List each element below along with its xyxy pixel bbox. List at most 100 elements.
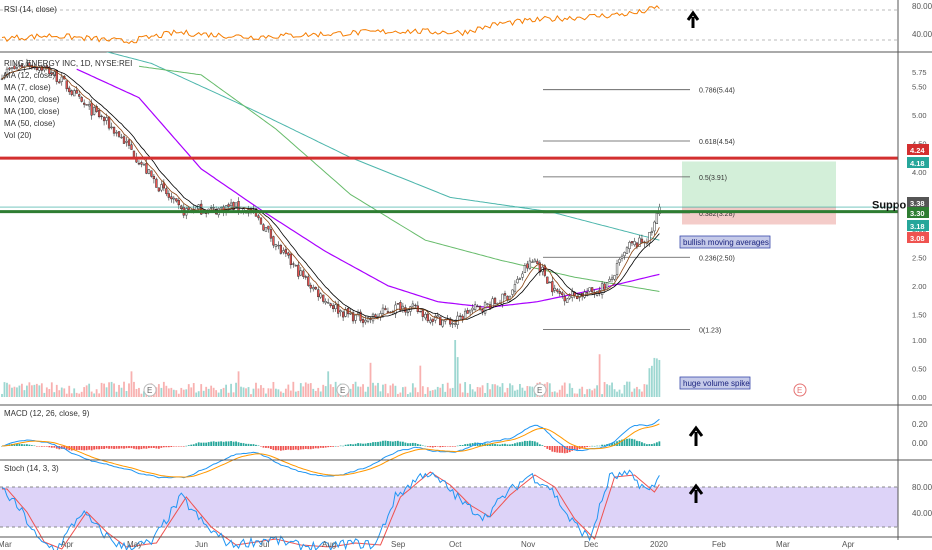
macd-histogram-bar xyxy=(322,446,325,448)
svg-text:E: E xyxy=(340,386,345,395)
volume-bar xyxy=(138,387,140,397)
macd-histogram-bar xyxy=(429,446,432,448)
candle-body xyxy=(48,66,51,74)
earnings-marker[interactable]: E xyxy=(533,383,547,397)
candle xyxy=(150,170,153,178)
candle-body xyxy=(361,319,365,324)
ma12-line xyxy=(1,66,660,322)
volume-bar xyxy=(506,387,509,397)
volume-bar xyxy=(334,381,337,397)
macd-histogram-bar xyxy=(501,443,504,446)
volume-bar xyxy=(292,381,295,397)
arrow-up-icon xyxy=(688,483,704,503)
candle-body xyxy=(351,312,355,322)
stoch-tick-40: 40.00 xyxy=(912,509,932,518)
macd-histogram-bar xyxy=(581,446,584,449)
volume-bar xyxy=(426,387,429,397)
candle-body xyxy=(630,241,634,244)
candle-body xyxy=(449,318,452,325)
volume-bar xyxy=(26,385,28,397)
rsi-line xyxy=(1,5,660,45)
price-badge: 3.38 xyxy=(907,197,929,208)
candle-body xyxy=(561,292,564,296)
candle-body xyxy=(613,275,616,280)
macd-histogram-bar xyxy=(536,442,539,446)
macd-histogram-bar xyxy=(225,441,227,446)
volume-bar xyxy=(135,388,138,397)
candle-body xyxy=(0,78,4,80)
candle-body xyxy=(523,265,527,273)
macd-histogram-bar xyxy=(93,446,96,450)
candle-body xyxy=(618,259,621,263)
macd-histogram-bar xyxy=(115,446,118,449)
macd-histogram-bar xyxy=(13,443,16,446)
time-axis-tick: Feb xyxy=(712,540,726,549)
candle xyxy=(359,309,362,323)
ma7-line xyxy=(1,65,660,323)
macd-histogram-bar xyxy=(406,443,409,446)
candle-body xyxy=(623,252,626,257)
earnings-marker[interactable]: E xyxy=(793,383,807,397)
macd-histogram-bar xyxy=(324,446,327,448)
candle-body xyxy=(299,270,302,276)
price-badge-bg xyxy=(907,232,929,243)
candle xyxy=(406,310,410,317)
candle xyxy=(299,267,302,277)
candle xyxy=(528,257,532,271)
candle-body xyxy=(324,301,327,304)
macd-histogram-bar xyxy=(352,444,354,446)
candle xyxy=(337,300,340,318)
candle-body xyxy=(588,287,591,292)
volume-bar xyxy=(230,383,232,397)
volume-bar xyxy=(202,390,205,397)
time-axis[interactable]: Mar Apr May Jun Jul Aug Sep Oct Nov Dec 2020 Feb Mar… xyxy=(0,540,855,549)
earnings-marker[interactable]: E xyxy=(336,383,350,397)
take-profit-zone xyxy=(682,161,836,212)
time-axis-tick: Jul xyxy=(259,540,269,549)
candle xyxy=(379,310,382,321)
candle-body xyxy=(229,202,233,207)
macd-histogram-bar xyxy=(633,439,636,446)
candle-body xyxy=(571,291,574,298)
candle-body xyxy=(536,260,539,264)
macd-histogram-bar xyxy=(113,446,115,449)
candle xyxy=(618,257,621,266)
stoch-tick-80: 80.00 xyxy=(912,483,932,492)
macd-histogram-bar xyxy=(374,442,377,446)
price-badge: 4.24 xyxy=(907,144,929,155)
candle-body xyxy=(83,102,86,105)
macd-histogram-bar xyxy=(504,443,506,446)
volume-bar xyxy=(618,389,621,397)
volume-bar xyxy=(471,389,474,397)
volume-bar xyxy=(479,387,481,397)
volume-bar xyxy=(631,391,633,397)
macd-histogram-bar xyxy=(55,446,58,449)
candle-body xyxy=(426,313,429,322)
candle-body xyxy=(110,126,113,129)
price-badge-bg xyxy=(907,207,929,218)
volume-bars xyxy=(1,340,661,397)
candle-body xyxy=(332,305,335,310)
macd-histogram-bar xyxy=(157,446,160,449)
macd-histogram-bar xyxy=(431,446,434,448)
volume-bar xyxy=(337,393,340,397)
macd-histogram-bar xyxy=(337,446,340,447)
candle xyxy=(493,296,497,306)
volume-bar xyxy=(207,388,210,397)
candle-body xyxy=(349,313,352,315)
macd-histogram-bar xyxy=(217,441,220,446)
earnings-marker[interactable]: E xyxy=(143,383,157,397)
volume-bar xyxy=(650,365,653,397)
candle xyxy=(145,158,148,175)
candle-body xyxy=(638,237,641,247)
volume-bar xyxy=(73,388,76,397)
volume-bar xyxy=(372,382,374,397)
macd-panel: MACD (12, 26, close, 9) 0.20 0.00 xyxy=(1,409,928,479)
volume-bar xyxy=(180,387,183,397)
volume-bar xyxy=(304,382,307,397)
macd-histogram-bar xyxy=(30,445,33,446)
volume-bar xyxy=(648,368,651,397)
volume-bar xyxy=(646,384,648,397)
volume-bar xyxy=(247,387,250,397)
